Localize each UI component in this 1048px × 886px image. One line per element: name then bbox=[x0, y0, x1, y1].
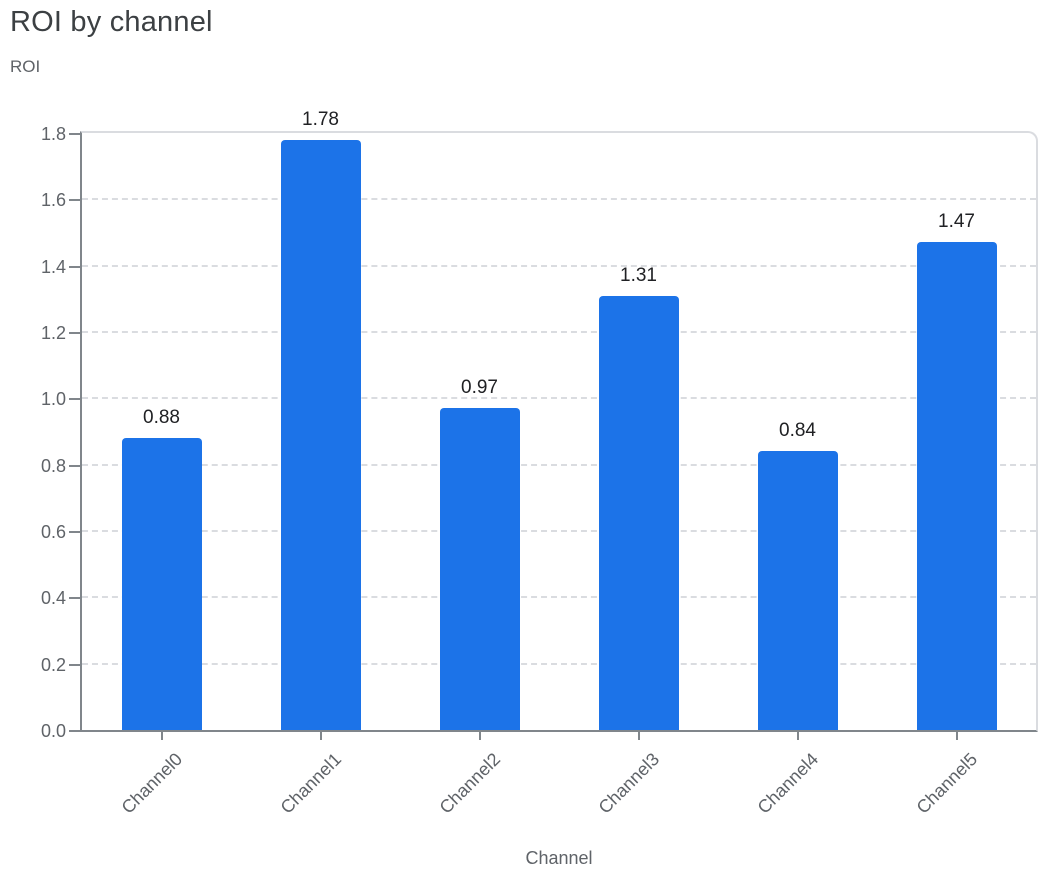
y-tick-mark bbox=[69, 597, 80, 600]
y-tick-mark bbox=[69, 663, 80, 666]
bar-value-label: 1.78 bbox=[302, 108, 339, 130]
y-tick-label: 1.4 bbox=[40, 256, 66, 277]
chart-title: ROI by channel bbox=[10, 6, 213, 38]
y-tick-label: 1.8 bbox=[40, 124, 66, 144]
y-axis-title: ROI bbox=[10, 57, 41, 76]
bar-value-label: 0.97 bbox=[461, 377, 498, 399]
y-tick-label: 0.8 bbox=[40, 455, 66, 476]
y-tick-mark bbox=[69, 199, 80, 202]
plot-area: 0.88 1.78 0.97 1.31 0.84 1.47 bbox=[80, 109, 1038, 732]
bar-channel2[interactable] bbox=[439, 408, 520, 730]
x-tick-mark bbox=[796, 732, 799, 740]
x-tick-mark bbox=[160, 732, 163, 740]
x-tick-mark bbox=[478, 732, 481, 740]
gridline bbox=[82, 264, 1036, 267]
y-tick-label: 1.2 bbox=[40, 323, 66, 343]
y-tick-label: 0.2 bbox=[40, 654, 66, 675]
bar-value-label: 1.47 bbox=[938, 211, 975, 233]
bar-channel1[interactable] bbox=[280, 139, 361, 730]
y-tick-mark bbox=[69, 464, 80, 467]
bar-value-label: 1.31 bbox=[620, 264, 657, 286]
gridline bbox=[82, 596, 1036, 599]
x-axis-title: Channel bbox=[525, 848, 593, 868]
gridline bbox=[82, 463, 1036, 466]
gridline bbox=[82, 662, 1036, 665]
x-tick-mark bbox=[637, 732, 640, 740]
y-tick-label: 0.0 bbox=[40, 721, 66, 741]
y-tick-mark bbox=[69, 730, 80, 732]
bar-value-label: 0.84 bbox=[779, 420, 816, 442]
y-tick-mark bbox=[69, 398, 80, 401]
bar-channel0[interactable] bbox=[121, 438, 202, 730]
y-tick-label: 1.0 bbox=[40, 389, 66, 410]
bar-channel4[interactable] bbox=[757, 451, 838, 730]
bar-channel5[interactable] bbox=[916, 242, 997, 730]
gridline bbox=[82, 331, 1036, 333]
x-tick-mark bbox=[955, 732, 958, 740]
bar-value-label: 0.88 bbox=[143, 407, 180, 429]
y-tick-label: 1.6 bbox=[40, 190, 66, 211]
y-tick-label: 0.6 bbox=[40, 522, 66, 542]
gridline bbox=[82, 198, 1036, 201]
y-tick-mark bbox=[69, 265, 80, 268]
x-tick-mark bbox=[319, 732, 322, 740]
bar-channel3[interactable] bbox=[598, 295, 679, 730]
y-tick-label: 0.4 bbox=[40, 588, 66, 609]
y-tick-mark bbox=[69, 332, 80, 334]
y-tick-mark bbox=[69, 531, 80, 533]
y-tick-mark bbox=[69, 133, 80, 135]
gridline bbox=[82, 530, 1036, 532]
gridline bbox=[82, 397, 1036, 400]
